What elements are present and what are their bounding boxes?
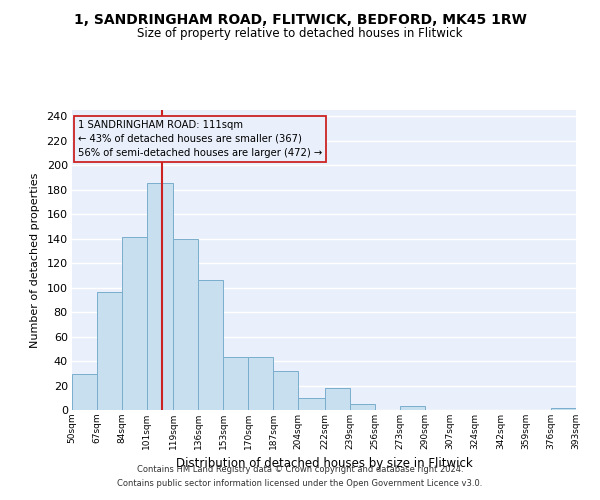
Bar [223,358,248,410]
Bar [400,406,425,410]
Bar [274,371,298,410]
Bar [147,184,173,410]
Bar [350,404,374,410]
Bar [298,398,325,410]
Text: Size of property relative to detached houses in Flitwick: Size of property relative to detached ho… [137,28,463,40]
Y-axis label: Number of detached properties: Number of detached properties [29,172,40,348]
Bar [551,408,576,410]
Bar [248,358,274,410]
Bar [173,238,199,410]
Text: 1, SANDRINGHAM ROAD, FLITWICK, BEDFORD, MK45 1RW: 1, SANDRINGHAM ROAD, FLITWICK, BEDFORD, … [74,12,526,26]
Text: 1 SANDRINGHAM ROAD: 111sqm
← 43% of detached houses are smaller (367)
56% of sem: 1 SANDRINGHAM ROAD: 111sqm ← 43% of deta… [78,120,322,158]
Bar [72,374,97,410]
X-axis label: Distribution of detached houses by size in Flitwick: Distribution of detached houses by size … [176,458,472,470]
Text: Contains HM Land Registry data © Crown copyright and database right 2024.
Contai: Contains HM Land Registry data © Crown c… [118,466,482,487]
Bar [97,292,122,410]
Bar [122,238,147,410]
Bar [199,280,223,410]
Bar [325,388,350,410]
